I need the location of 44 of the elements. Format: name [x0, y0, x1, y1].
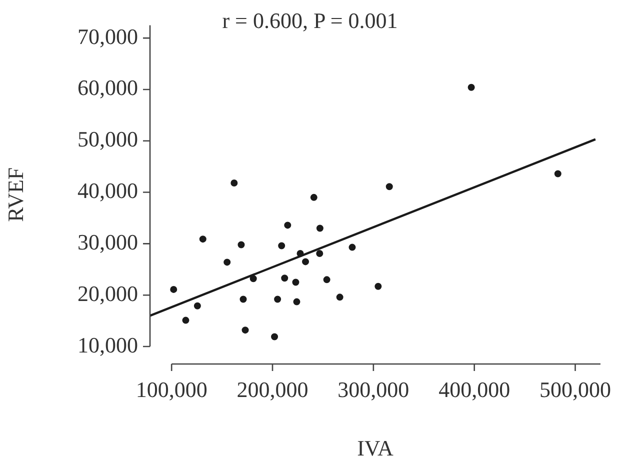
point	[468, 84, 475, 91]
point	[278, 242, 286, 250]
y-tick-label: 10,000	[78, 332, 138, 358]
x-tick-label: 500,000	[539, 376, 611, 402]
point	[199, 236, 206, 243]
point	[310, 194, 318, 201]
point	[316, 250, 324, 257]
point	[386, 183, 393, 190]
y-tick-label: 40,000	[78, 178, 138, 204]
x-tick-label: 300,000	[338, 376, 410, 402]
y-tick-label: 20,000	[78, 280, 138, 306]
point	[250, 275, 257, 282]
y-tick-label: 50,000	[78, 126, 138, 152]
point	[284, 222, 292, 229]
point	[336, 294, 344, 301]
point	[302, 258, 310, 266]
point	[242, 326, 249, 334]
point	[240, 296, 247, 303]
point	[292, 278, 300, 286]
point	[238, 241, 245, 248]
y-tick-label: 60,000	[78, 75, 138, 100]
x-tick-label: 200,000	[236, 376, 308, 402]
point	[296, 250, 304, 257]
point	[323, 276, 330, 284]
x-axis-title: IVA	[357, 436, 394, 461]
point	[281, 274, 288, 282]
point	[224, 258, 231, 266]
point	[316, 224, 324, 232]
point	[293, 298, 300, 306]
point	[348, 244, 356, 251]
point	[170, 286, 178, 293]
y-tick-label: 30,000	[78, 229, 138, 254]
x-tick-label: 100,000	[136, 376, 208, 402]
x-tick-label: 400,000	[438, 376, 510, 402]
y-axis-title: RVEF	[2, 167, 28, 222]
point	[194, 302, 201, 310]
point	[374, 282, 382, 290]
point	[274, 296, 282, 303]
point	[554, 170, 562, 178]
point	[230, 180, 238, 187]
point	[271, 333, 278, 340]
y-tick-label: 70,000	[78, 24, 138, 49]
point	[182, 316, 190, 324]
annotation: r = 0.600, P = 0.001	[222, 8, 398, 33]
